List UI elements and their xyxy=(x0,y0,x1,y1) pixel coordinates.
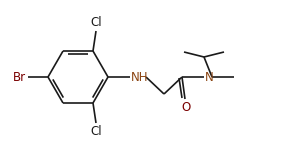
Text: O: O xyxy=(181,101,191,114)
Text: NH: NH xyxy=(131,71,148,83)
Text: Cl: Cl xyxy=(90,125,102,138)
Text: Cl: Cl xyxy=(90,16,102,29)
Text: N: N xyxy=(205,71,214,83)
Text: Br: Br xyxy=(13,71,26,83)
